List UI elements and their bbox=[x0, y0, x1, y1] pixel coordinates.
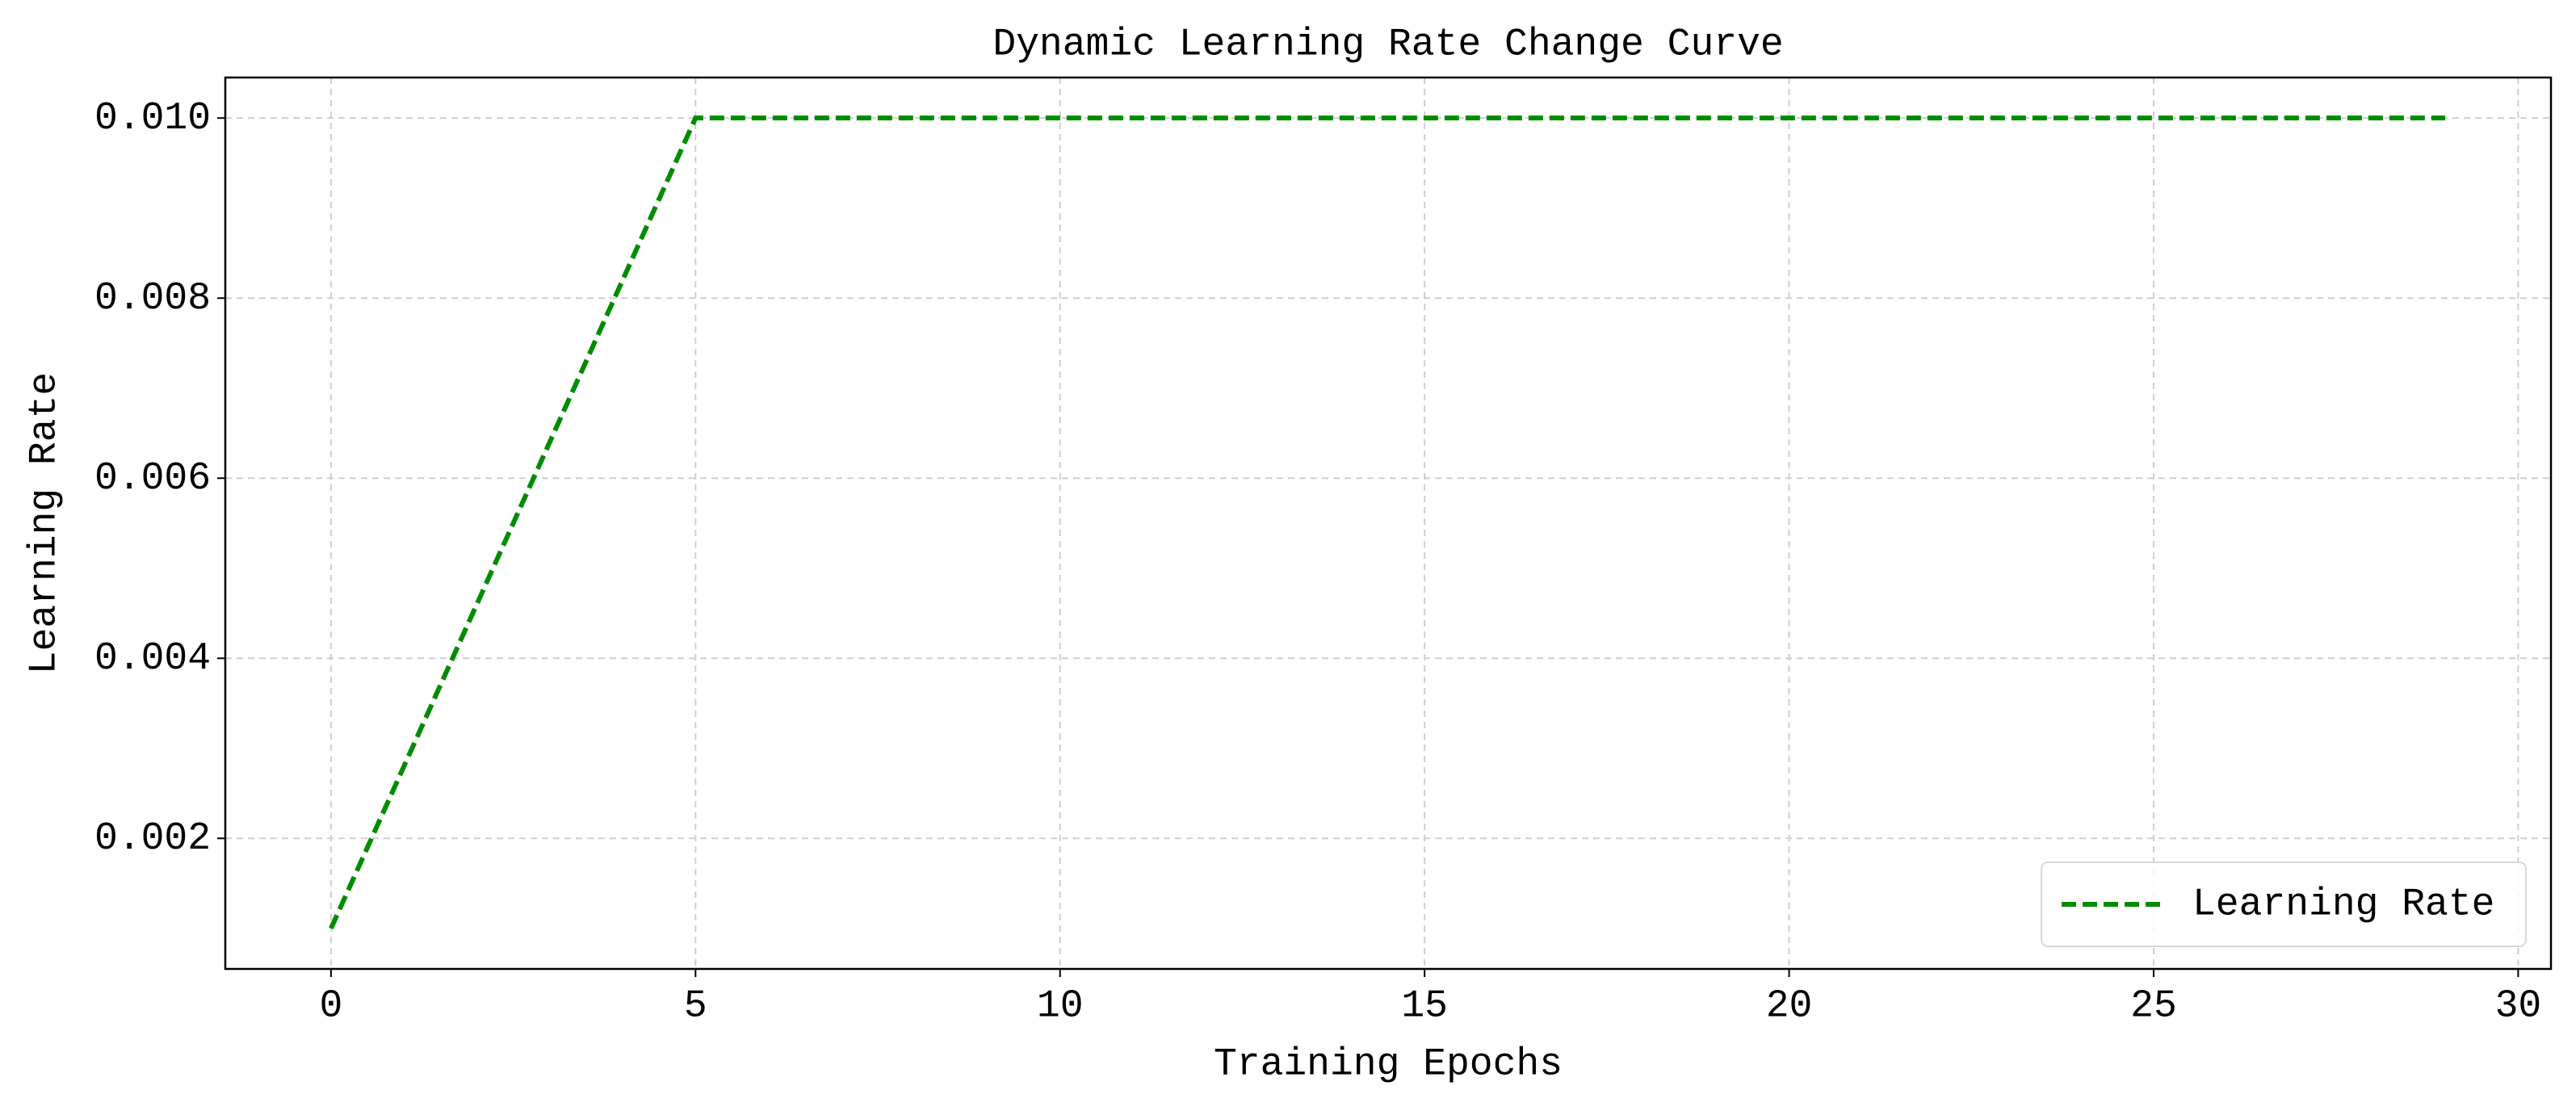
x-tick-label: 10 bbox=[1037, 985, 1084, 1029]
x-tick-label: 25 bbox=[2130, 985, 2177, 1029]
legend-box bbox=[2041, 862, 2527, 947]
line-series bbox=[329, 115, 2446, 930]
x-tick-label: 15 bbox=[1401, 985, 1448, 1029]
y-tick-label: 0.010 bbox=[94, 97, 211, 140]
x-tick-label: 30 bbox=[2495, 985, 2542, 1029]
x-tick-label: 20 bbox=[1766, 985, 1813, 1029]
x-tick-label: 0 bbox=[320, 985, 343, 1029]
y-tick-label: 0.002 bbox=[94, 817, 211, 861]
x-axis-label: Training Epochs bbox=[1214, 1043, 1563, 1087]
x-tick-label: 5 bbox=[684, 985, 707, 1029]
chart-title: Dynamic Learning Rate Change Curve bbox=[992, 23, 1783, 67]
plot-frame bbox=[224, 76, 2553, 971]
y-tick-label: 0.008 bbox=[94, 277, 211, 321]
y-tick-label: 0.006 bbox=[94, 457, 211, 501]
y-axis-label: Learning Rate bbox=[23, 372, 67, 674]
legend-label: Learning Rate bbox=[2192, 883, 2494, 927]
y-tick-label: 0.004 bbox=[94, 637, 211, 681]
